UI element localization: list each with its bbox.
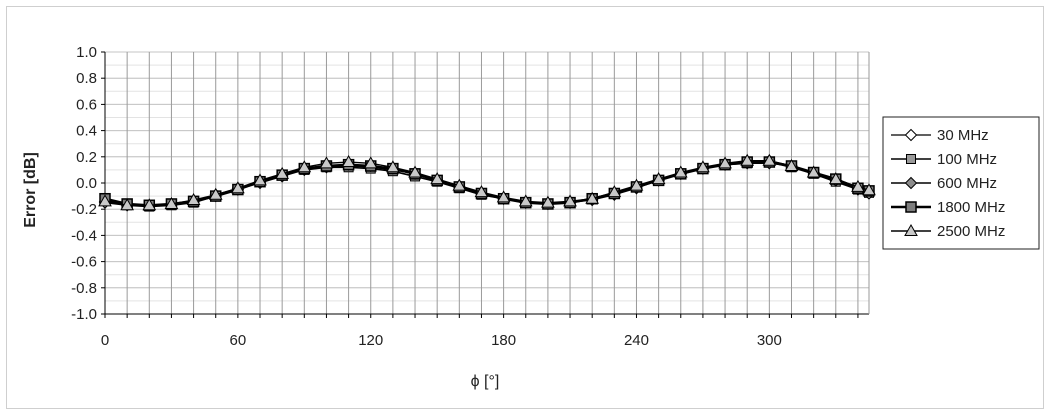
legend-marker (904, 128, 918, 142)
x-axis-title: ϕ [°] (471, 373, 500, 390)
data-point (120, 198, 135, 211)
grid (104, 51, 869, 315)
data-point (740, 153, 755, 166)
legend-entry: 2500 MHz (891, 223, 1005, 240)
data-point (208, 187, 223, 200)
legend-marker (904, 223, 918, 236)
data-point (563, 194, 577, 207)
data-point (762, 153, 777, 166)
y-tick-label: -0.6 (71, 254, 97, 271)
legend-label: 100 MHz (937, 151, 997, 168)
data-point (142, 198, 157, 211)
data-point (164, 196, 179, 209)
data-point (541, 195, 555, 208)
legend-label: 1800 MHz (937, 199, 1005, 216)
data-point (651, 172, 666, 185)
y-tick-label: 0.4 (76, 123, 97, 140)
data-point (862, 183, 876, 196)
series-2500-mhz (98, 153, 876, 211)
data-point (673, 165, 688, 178)
data-point (474, 185, 489, 198)
data-point (386, 160, 400, 173)
data-point (784, 158, 799, 171)
data-point (585, 191, 600, 204)
data-point (186, 193, 201, 206)
x-tick-label: 120 (358, 332, 383, 349)
y-tick-label: 0.6 (76, 96, 97, 113)
data-point (607, 185, 622, 198)
data-point (718, 156, 732, 169)
legend-entry: 1800 MHz (891, 199, 1005, 216)
x-tick-label: 300 (757, 332, 782, 349)
data-point (696, 160, 710, 173)
y-tick-label: -0.4 (71, 227, 97, 244)
series-area (98, 153, 876, 212)
data-point (496, 190, 511, 203)
legend-entry: 100 MHz (891, 151, 997, 168)
legend-entry: 30 MHz (891, 127, 989, 144)
x-tick-label: 240 (624, 332, 649, 349)
chart-frame: -1.0 -0.8 -0.6 -0.4 -0.2 0.0 0.2 0.4 0.6 0.8 1.0 0 6… (6, 6, 1044, 409)
legend: 30 MHz 100 MHz 600 MHz 1800 MHz 2500 MHz (882, 116, 1040, 250)
data-point (341, 155, 356, 168)
y-tick-label: 0.0 (76, 175, 97, 192)
y-tick-label: -0.2 (71, 201, 97, 218)
y-tick-label: -0.8 (71, 280, 97, 297)
data-point (253, 173, 267, 186)
x-tick-label: 60 (230, 332, 247, 349)
data-point (851, 179, 865, 192)
data-point (806, 165, 821, 178)
legend-entry: 600 MHz (891, 175, 997, 192)
data-point (828, 172, 843, 185)
y-tick-label: 1.0 (76, 44, 97, 61)
series-100-mhz (100, 157, 874, 212)
legend-label: 30 MHz (937, 127, 989, 144)
legend-label: 2500 MHz (937, 223, 1005, 240)
data-point (275, 166, 290, 179)
data-point (430, 172, 445, 185)
y-axis-title: Error [dB] (22, 152, 39, 228)
x-tick-label: 0 (101, 332, 109, 349)
data-point (408, 165, 422, 178)
axes: -1.0 -0.8 -0.6 -0.4 -0.2 0.0 0.2 0.4 0.6 0.8 1.0 0 6… (71, 44, 870, 349)
data-point (231, 181, 245, 194)
legend-label: 600 MHz (937, 175, 997, 192)
data-point (363, 156, 378, 169)
data-point (297, 160, 312, 173)
x-tick-label: 180 (491, 332, 516, 349)
data-point (319, 156, 334, 169)
y-tick-label: -1.0 (71, 306, 97, 323)
legend-marker (905, 201, 917, 213)
y-tick-label: 0.2 (76, 149, 97, 166)
data-point (452, 178, 467, 191)
data-point (629, 178, 644, 191)
legend-marker (906, 154, 916, 164)
data-point (518, 194, 533, 207)
y-tick-label: 0.8 (76, 70, 97, 87)
line-chart: -1.0 -0.8 -0.6 -0.4 -0.2 0.0 0.2 0.4 0.6 0.8 1.0 0 6… (22, 44, 1040, 390)
legend-marker (904, 176, 918, 190)
data-point (98, 194, 112, 207)
